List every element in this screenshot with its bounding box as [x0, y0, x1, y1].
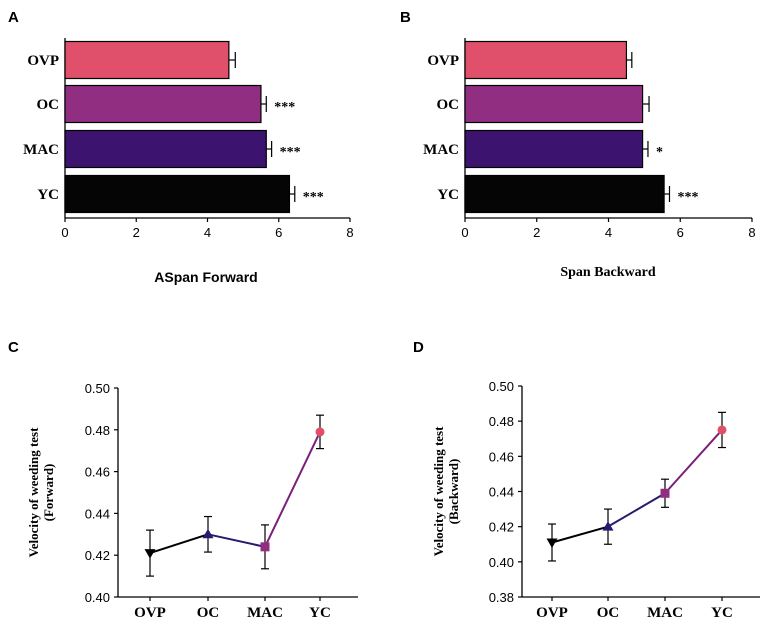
panel-b-bar-oc	[464, 84, 644, 124]
panel-letter-c: C	[8, 339, 19, 356]
panel-a-bar-oc	[64, 84, 262, 124]
panel-b-bar-chart: 0 2 4 6 8 OVP OC MAC * YC ***	[423, 38, 756, 240]
panel-d-point-ovp	[546, 538, 558, 548]
panel-d-category-label: OVP	[536, 605, 568, 620]
panel-c-y-tick-label: 0.40	[85, 590, 110, 605]
panel-a-significance-mark: ***	[280, 145, 301, 160]
panel-c-y-axis-title-line: Velocity of weeding test	[26, 427, 41, 558]
panel-d-y-tick-label: 0.48	[489, 414, 514, 429]
panel-c-y-tick-label: 0.46	[85, 465, 110, 480]
panel-a-x-tick-label: 2	[133, 225, 140, 240]
panel-b-bar-mac	[464, 129, 644, 169]
panel-c-y-tick-label: 0.48	[85, 423, 110, 438]
panel-c-line-segment	[207, 533, 266, 548]
panel-a-x-tick-label: 8	[346, 225, 353, 240]
panel-d-point-yc	[717, 425, 727, 435]
panel-a-x-tick-label: 4	[204, 225, 211, 240]
panel-b-x-tick-label: 8	[748, 225, 755, 240]
panel-d-y-axis-title-line: Velocity of weeding test	[431, 426, 446, 557]
panel-b-category-label: MAC	[423, 142, 459, 158]
panel-c-y-tick-label: 0.50	[85, 381, 110, 396]
panel-a-x-tick-label: 6	[275, 225, 282, 240]
panel-d-line-segment	[551, 525, 609, 544]
panel-c-point-ovp	[144, 549, 156, 559]
panel-c-line-chart: 0.40 0.42 0.44 0.46 0.48 0.50 Velocity of weed…	[26, 381, 358, 620]
panel-c-category-label: OVP	[134, 605, 166, 620]
panel-a-xlabel: ASpan Forward	[154, 269, 257, 285]
panel-d-line-segment	[607, 492, 666, 528]
panel-a-category-label: OVP	[27, 53, 59, 69]
panel-a-bar-mac	[64, 129, 267, 169]
panel-a-category-label: OC	[37, 97, 60, 113]
panel-letter-b: B	[400, 9, 411, 26]
panel-letter-a: A	[8, 9, 19, 26]
panel-letter-d: D	[413, 339, 424, 356]
panel-c-line-segment	[264, 431, 321, 548]
panel-a-significance-mark: ***	[274, 100, 295, 115]
panel-b-significance-mark: ***	[677, 190, 698, 205]
panel-d-y-tick-label: 0.46	[489, 449, 514, 464]
panel-b-x-tick-label: 4	[605, 225, 612, 240]
panel-d-line-chart: 0.38 0.40 0.42 0.44 0.46 0.48 0.50 Velocity of …	[431, 379, 760, 620]
panel-d-y-axis-title-line: (Backward)	[446, 459, 461, 525]
panel-b-category-label: OVP	[427, 53, 459, 69]
panel-b-x-tick-label: 6	[677, 225, 684, 240]
panel-d-category-label: OC	[597, 605, 620, 620]
panel-d-line-segment	[664, 429, 723, 494]
panel-c-category-label: OC	[197, 605, 220, 620]
panel-c-point-mac	[260, 542, 270, 552]
panel-c-y-tick-label: 0.42	[85, 548, 110, 563]
panel-c-point-oc	[202, 528, 214, 539]
panel-d-y-tick-label: 0.42	[489, 520, 514, 535]
panel-a-category-label: YC	[37, 187, 59, 203]
panel-c-line-segment	[149, 533, 209, 555]
panel-d-y-tick-label: 0.40	[489, 555, 514, 570]
panel-c-point-yc	[315, 427, 325, 437]
panel-b-category-label: OC	[437, 97, 460, 113]
panel-d-y-tick-label: 0.44	[489, 485, 514, 500]
panel-b-x-tick-label: 0	[461, 225, 468, 240]
panel-b-category-label: YC	[437, 187, 459, 203]
panel-d-category-label: YC	[711, 605, 733, 620]
panel-d-point-mac	[660, 488, 670, 498]
panel-d-category-label: MAC	[647, 605, 683, 620]
panel-b-x-tick-label: 2	[533, 225, 540, 240]
panel-c-category-label: MAC	[247, 605, 283, 620]
panel-d-y-tick-label: 0.38	[489, 590, 514, 605]
panel-c-y-tick-label: 0.44	[85, 506, 110, 521]
panel-b-bar-yc	[464, 174, 665, 214]
panel-a-bar-ovp	[64, 40, 230, 80]
panel-a-bar-chart: 0 2 4 6 8 OVP OC *** MAC *** YC ***	[23, 38, 354, 240]
panel-c-category-label: YC	[309, 605, 331, 620]
panel-a-category-label: MAC	[23, 142, 59, 158]
panel-b-significance-mark: *	[656, 145, 663, 160]
panel-a-x-tick-label: 0	[61, 225, 68, 240]
panel-b-xlabel: Span Backward	[560, 265, 656, 280]
panel-c-y-axis-title: Velocity of weeding test(Forward)	[26, 427, 56, 558]
panel-a-significance-mark: ***	[303, 190, 324, 205]
panel-d-y-axis-title: Velocity of weeding test(Backward)	[431, 426, 461, 557]
panel-d-point-oc	[602, 521, 614, 531]
panel-c-y-axis-title-line: (Forward)	[41, 464, 56, 522]
panel-b-bar-ovp	[464, 40, 628, 80]
panel-a-bar-yc	[64, 174, 291, 214]
panel-d-y-tick-label: 0.50	[489, 379, 514, 394]
